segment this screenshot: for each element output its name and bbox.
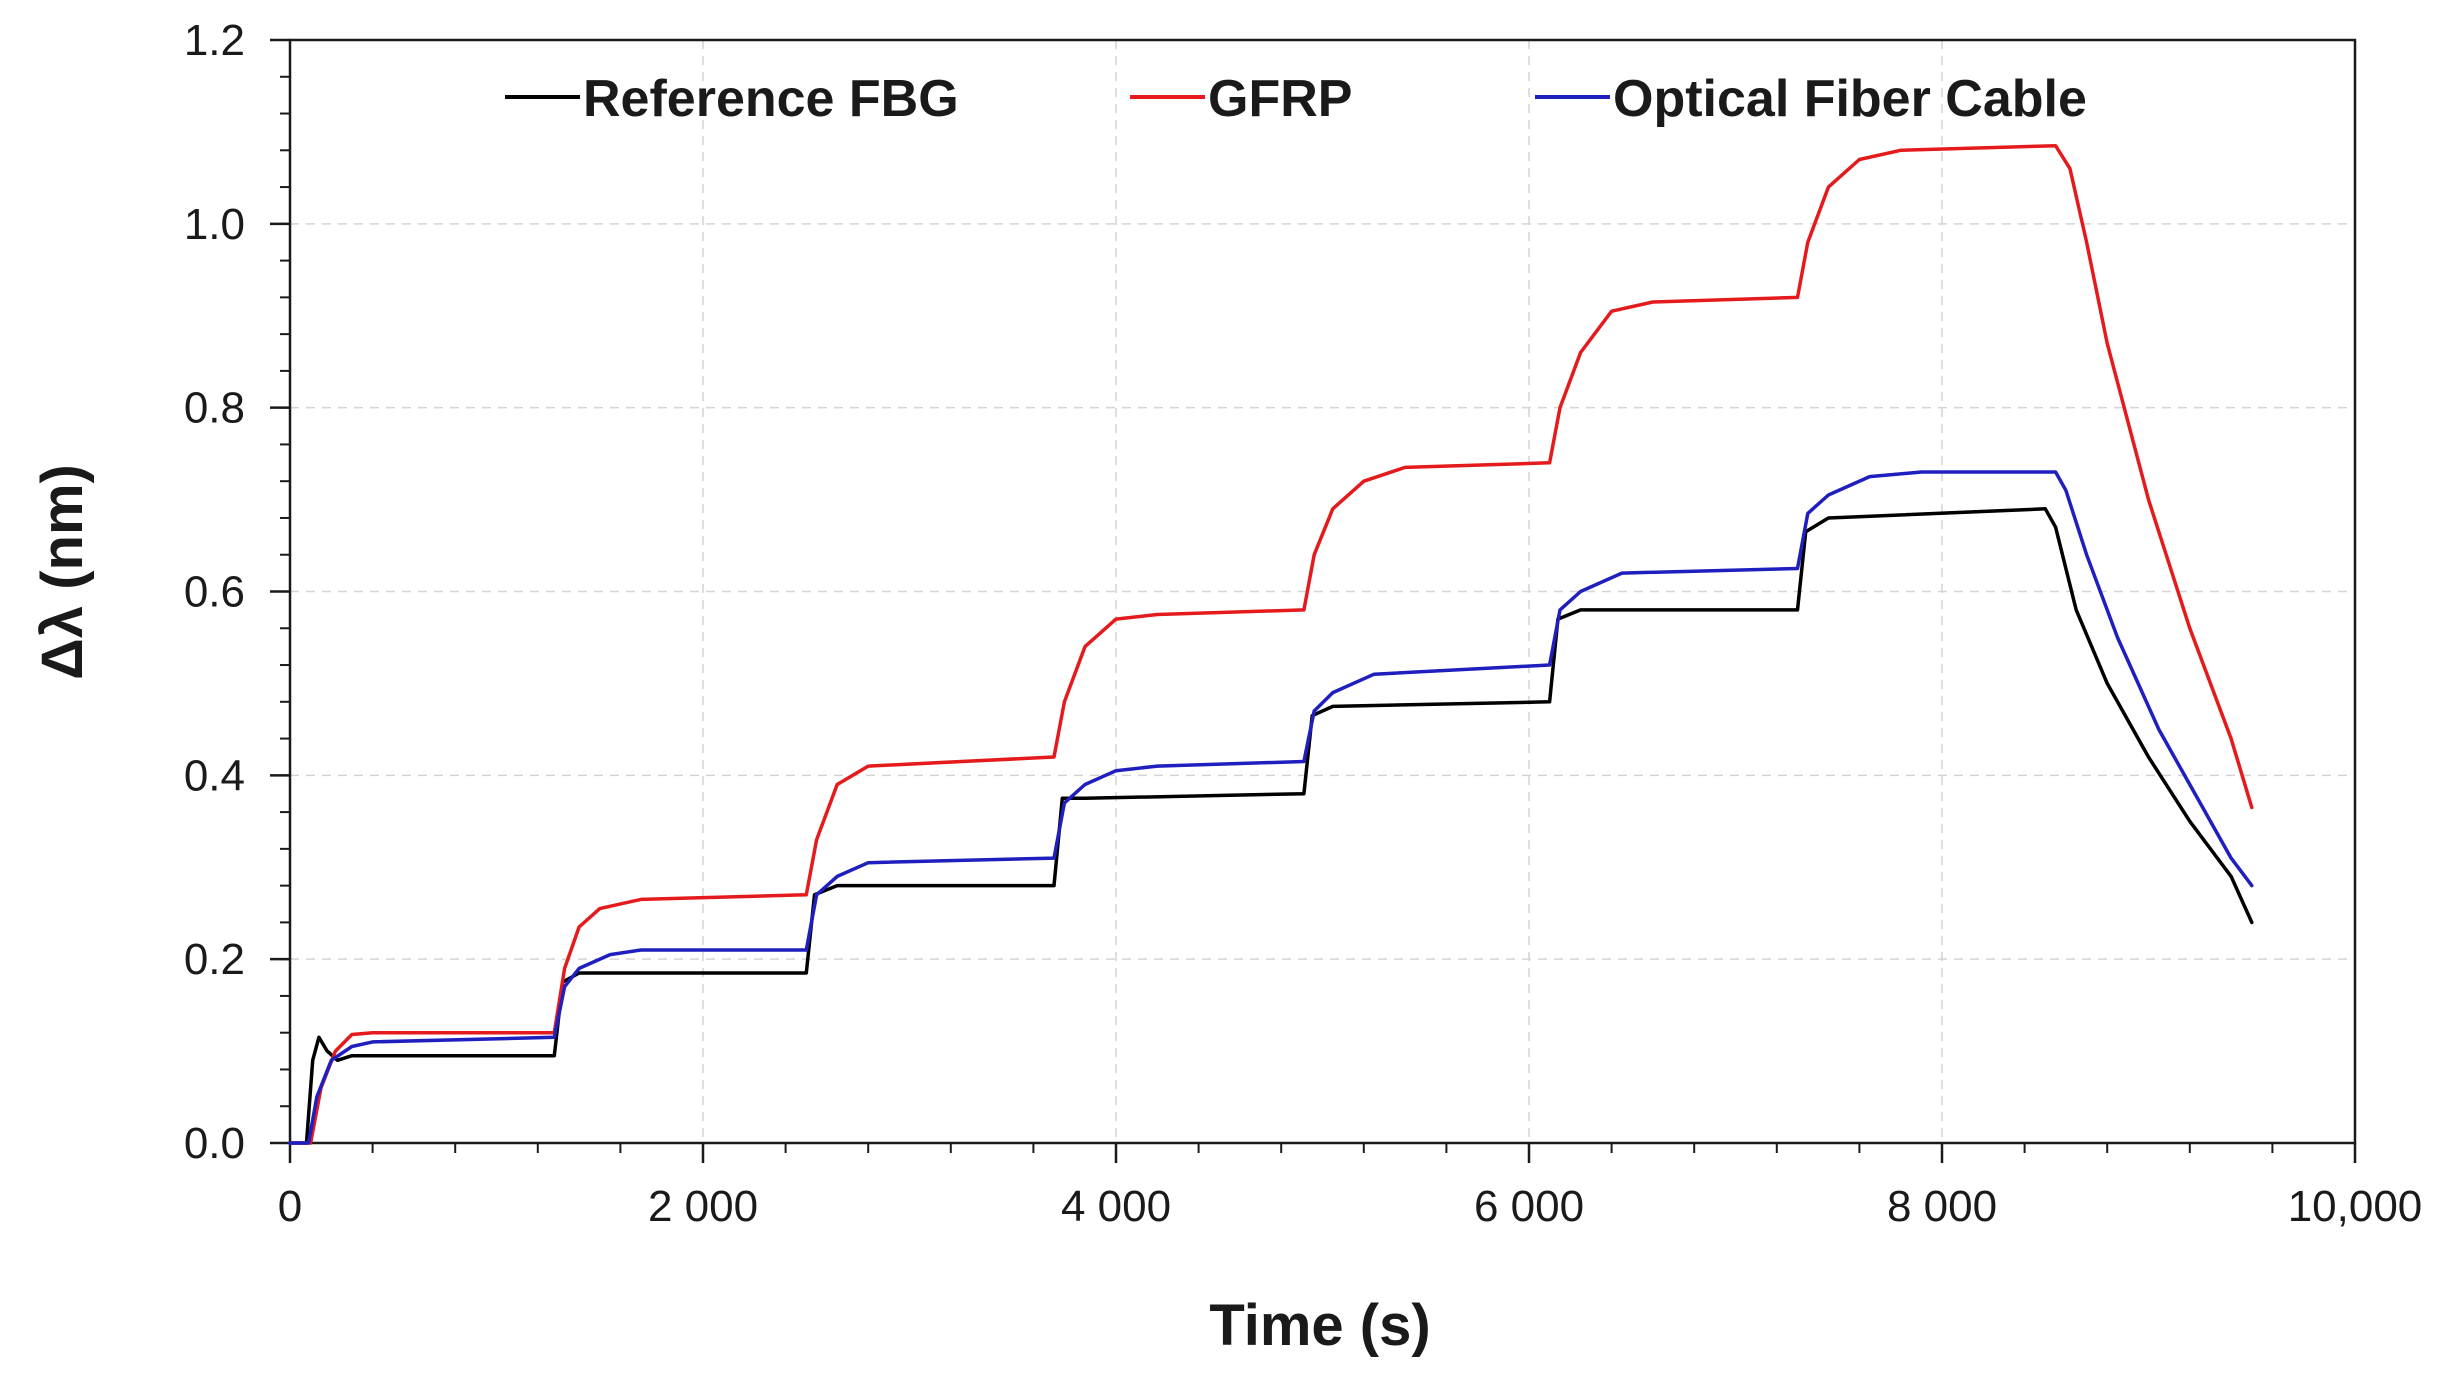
x-tick-label: 4 000 bbox=[1061, 1182, 1171, 1231]
y-tick-labels: 0.0 0.2 0.4 0.6 0.8 1.0 1.2 bbox=[184, 16, 245, 1168]
series-line-reference-fbg bbox=[288, 507, 2254, 1145]
y-tick-label: 0.2 bbox=[184, 935, 245, 984]
y-tick-label: 0.6 bbox=[184, 568, 245, 617]
x-tick-label: 10,000 bbox=[2288, 1182, 2423, 1231]
x-axis-title: Time (s) bbox=[1209, 1293, 1430, 1358]
y-tick-label: 0.8 bbox=[184, 384, 245, 433]
x-tick-labels: 0 2 000 4 000 6 000 8 000 10,000 bbox=[278, 1182, 2423, 1231]
x-tick-label: 8 000 bbox=[1887, 1182, 1997, 1231]
y-axis-title: Δλ (nm) bbox=[30, 464, 95, 680]
y-tick-label: 0.0 bbox=[184, 1119, 245, 1168]
y-tick-label: 1.2 bbox=[184, 16, 245, 65]
x-tick-label: 6 000 bbox=[1474, 1182, 1584, 1231]
x-tick-label: 0 bbox=[278, 1182, 302, 1231]
legend-label-gfrp: GFRP bbox=[1208, 70, 1352, 128]
legend-label-optical-fiber-cable: Optical Fiber Cable bbox=[1613, 70, 2087, 128]
gridlines bbox=[290, 40, 2355, 1143]
major-ticks bbox=[270, 38, 2357, 1163]
y-tick-label: 1.0 bbox=[184, 200, 245, 249]
y-tick-label: 0.4 bbox=[184, 751, 245, 800]
series-layer bbox=[288, 143, 2254, 1145]
series-line-optical-fiber-cable bbox=[288, 470, 2254, 1145]
series-line-gfrp bbox=[288, 143, 2254, 1145]
x-tick-label: 2 000 bbox=[648, 1182, 758, 1231]
legend: Reference FBG GFRP Optical Fiber Cable bbox=[505, 70, 2087, 128]
legend-label-reference-fbg: Reference FBG bbox=[583, 70, 959, 128]
